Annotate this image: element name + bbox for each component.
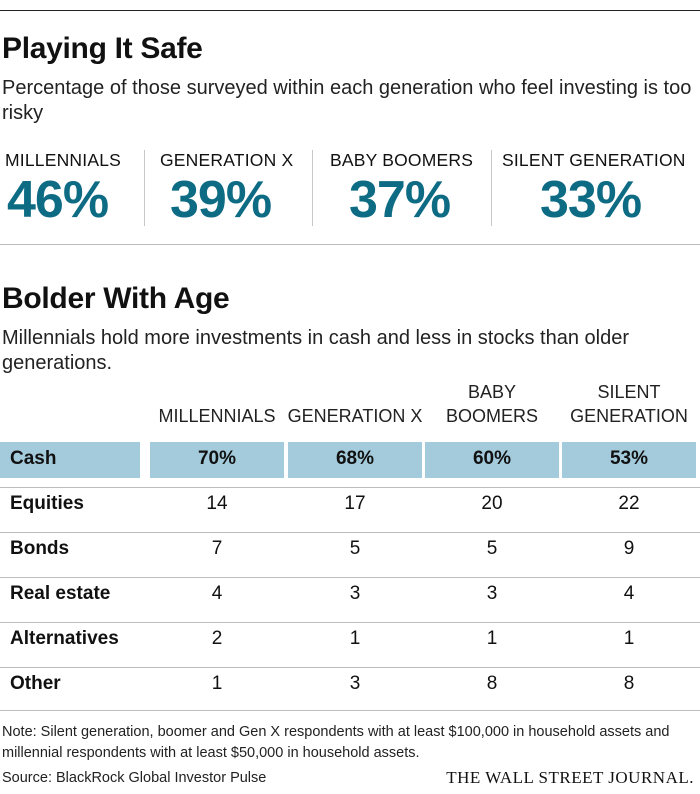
row-divider [0, 487, 700, 488]
row-label: Equities [10, 493, 84, 514]
cash-row-highlight [0, 442, 140, 478]
row-label: Alternatives [10, 628, 119, 649]
row-divider [0, 532, 700, 533]
risk-percentage: 39% [170, 171, 272, 229]
generation-label: GENERATION X [160, 150, 294, 170]
column-separator [312, 150, 313, 226]
top-rule [0, 10, 700, 11]
wsj-logo: THE WALL STREET JOURNAL. [446, 768, 694, 787]
source-line: Source: BlackRock Global Investor Pulse [2, 770, 267, 786]
section-divider [0, 244, 700, 245]
table-cell: 1 [211, 673, 223, 694]
generation-label: MILLENNIALS [5, 150, 121, 170]
bolder-with-age-title: Bolder With Age [2, 282, 230, 315]
column-header: GENERATION X [287, 406, 423, 426]
cash-cell-highlight [425, 442, 559, 478]
column-separator [144, 150, 145, 226]
cash-cell-highlight [150, 442, 284, 478]
footnote: Note: Silent generation, boomer and Gen … [2, 724, 670, 761]
table-cell: 4 [211, 583, 223, 604]
table-cell: 3 [349, 673, 361, 694]
row-label: Other [10, 673, 61, 694]
bolder-with-age-subtitle: Millennials hold more investments in cas… [2, 327, 629, 374]
risk-percentage: 46% [7, 171, 109, 229]
cash-cell-highlight [288, 442, 422, 478]
row-label: Real estate [10, 583, 111, 604]
table-cell: 1 [486, 628, 498, 649]
column-header: SILENT GENERATION [570, 382, 688, 426]
column-separator [491, 150, 492, 226]
table-cell: 3 [486, 583, 498, 604]
column-header: MILLENNIALS [158, 406, 276, 426]
cash-cell-highlight [562, 442, 696, 478]
table-cell: 17 [344, 493, 366, 514]
table-cell: 22 [618, 493, 640, 514]
table-cell: 20 [481, 493, 503, 514]
table-cell: 70% [197, 448, 237, 469]
generation-label: BABY BOOMERS [330, 150, 474, 170]
table-cell: 8 [486, 673, 498, 694]
table-cell: 8 [623, 673, 635, 694]
table-cell: 5 [349, 538, 361, 559]
table-cell: 2 [211, 628, 223, 649]
playing-it-safe-title: Playing It Safe [2, 32, 203, 65]
generation-label: SILENT GENERATION [502, 150, 686, 170]
table-cell: 60% [472, 448, 512, 469]
table-cell: 7 [211, 538, 223, 559]
row-label: Cash [10, 448, 57, 469]
table-cell: 53% [609, 448, 649, 469]
table-cell: 1 [349, 628, 361, 649]
table-cell: 3 [349, 583, 361, 604]
row-label: Bonds [10, 538, 70, 559]
table-bottom-rule [0, 710, 700, 711]
playing-it-safe-subtitle: Percentage of those surveyed within each… [2, 77, 692, 124]
column-header: BABY BOOMERS [445, 382, 538, 426]
table-cell: 9 [623, 538, 635, 559]
table-cell: 1 [623, 628, 635, 649]
table-cell: 4 [623, 583, 635, 604]
row-divider [0, 667, 700, 668]
table-cell: 14 [206, 493, 228, 514]
risk-percentage: 37% [349, 171, 451, 229]
risk-percentage: 33% [540, 171, 642, 229]
table-cell: 68% [335, 448, 375, 469]
row-divider [0, 622, 700, 623]
row-divider [0, 577, 700, 578]
table-cell: 5 [486, 538, 498, 559]
